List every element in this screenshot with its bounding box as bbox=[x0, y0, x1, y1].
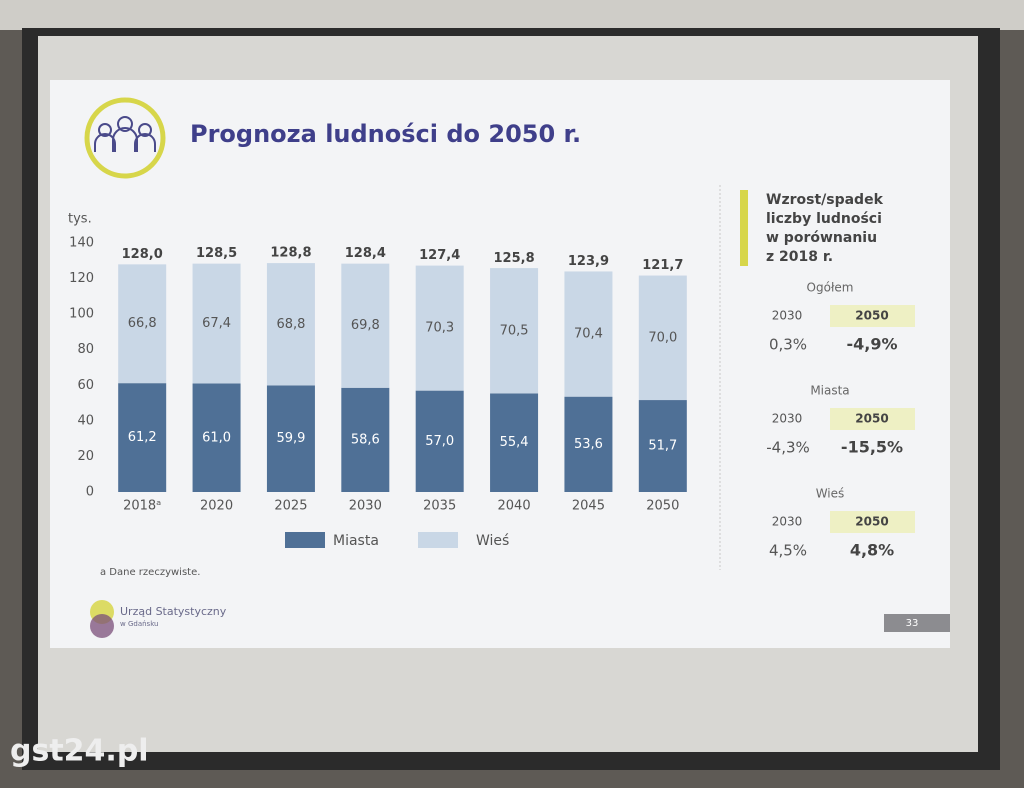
bar-segment bbox=[564, 271, 613, 397]
year: 2030 bbox=[772, 412, 803, 426]
total-label: 123,9 bbox=[568, 254, 609, 269]
x-tick-label: 2050 bbox=[646, 499, 679, 514]
total-label: 128,4 bbox=[345, 246, 386, 261]
bar-segment bbox=[341, 263, 390, 388]
value-label: 53,6 bbox=[574, 437, 603, 452]
value-label: 61,0 bbox=[202, 430, 231, 445]
year: 2030 bbox=[772, 515, 803, 529]
legend-swatch bbox=[285, 532, 325, 548]
bar-segment bbox=[490, 268, 539, 394]
legend-label: Wieś bbox=[476, 533, 509, 549]
year-highlight bbox=[830, 408, 915, 430]
value-label: 70,5 bbox=[500, 323, 529, 338]
panel-accent bbox=[740, 190, 748, 266]
total-label: 127,4 bbox=[419, 248, 460, 263]
year: 2050 bbox=[855, 412, 888, 426]
bar-segment bbox=[192, 263, 241, 384]
value-label: 55,4 bbox=[500, 435, 529, 450]
section-name: Miasta bbox=[810, 384, 849, 398]
value-label: 58,6 bbox=[351, 432, 380, 447]
value-label: 51,7 bbox=[648, 439, 677, 454]
value-label: 57,0 bbox=[425, 434, 454, 449]
ceiling bbox=[0, 0, 1024, 30]
x-tick-label: 2020 bbox=[200, 499, 233, 514]
value-label: 67,4 bbox=[202, 316, 231, 331]
x-tick-label: 2035 bbox=[423, 499, 456, 514]
logo-text: w Gdańsku bbox=[120, 620, 158, 628]
bar-segment bbox=[118, 383, 167, 492]
x-tick-label: 2025 bbox=[274, 499, 307, 514]
change-value: 0,3% bbox=[769, 336, 807, 354]
y-tick-label: 80 bbox=[77, 342, 94, 357]
change-value: 4,5% bbox=[769, 542, 807, 560]
bar-segment bbox=[118, 264, 167, 384]
year: 2030 bbox=[772, 309, 803, 323]
value-label: 59,9 bbox=[276, 431, 305, 446]
y-tick-label: 100 bbox=[69, 307, 94, 322]
bar-segment bbox=[266, 263, 315, 386]
x-tick-label: 2018ᵃ bbox=[123, 499, 161, 514]
change-value: 4,8% bbox=[850, 541, 894, 560]
legend-label: Miasta bbox=[333, 533, 379, 549]
value-label: 70,0 bbox=[648, 330, 677, 345]
section-name: Ogółem bbox=[807, 281, 854, 295]
title-icon bbox=[84, 97, 166, 179]
watermark: gst24.pl bbox=[10, 734, 149, 769]
page-number: 33 bbox=[906, 618, 919, 629]
chart-title: Prognoza ludności do 2050 r. bbox=[190, 120, 581, 148]
y-axis-label: tys. bbox=[68, 212, 92, 227]
y-tick-label: 60 bbox=[77, 378, 94, 393]
value-label: 68,8 bbox=[276, 317, 305, 332]
value-label: 69,8 bbox=[351, 318, 380, 333]
year-highlight bbox=[830, 305, 915, 327]
value-label: 66,8 bbox=[128, 316, 157, 331]
y-tick-label: 140 bbox=[69, 236, 94, 251]
page-tab bbox=[884, 614, 950, 632]
total-label: 128,0 bbox=[122, 247, 163, 262]
bar-segment bbox=[638, 400, 687, 492]
bar-segment bbox=[415, 390, 464, 492]
year-highlight bbox=[830, 511, 915, 533]
x-tick-label: 2040 bbox=[498, 499, 531, 514]
section-name: Wieś bbox=[816, 487, 845, 501]
bar-segment bbox=[415, 265, 464, 391]
bar-segment bbox=[638, 275, 687, 401]
total-label: 125,8 bbox=[494, 251, 535, 266]
year: 2050 bbox=[855, 309, 888, 323]
y-tick-label: 120 bbox=[69, 271, 94, 286]
total-label: 128,5 bbox=[196, 246, 237, 261]
change-value: -4,3% bbox=[766, 439, 810, 457]
panel-title: w porównaniu bbox=[766, 230, 877, 246]
value-label: 61,2 bbox=[128, 430, 157, 445]
panel-title: z 2018 r. bbox=[766, 249, 833, 265]
people-icon bbox=[94, 116, 156, 152]
bar-segment bbox=[564, 396, 613, 492]
x-tick-label: 2045 bbox=[572, 499, 605, 514]
year: 2050 bbox=[855, 515, 888, 529]
total-label: 128,8 bbox=[270, 245, 311, 260]
panel-title: Wzrost/spadek bbox=[766, 192, 884, 208]
logo bbox=[90, 614, 114, 638]
value-label: 70,4 bbox=[574, 327, 603, 342]
bar-segment bbox=[490, 393, 539, 492]
y-tick-label: 40 bbox=[77, 413, 94, 428]
change-value: -15,5% bbox=[841, 438, 903, 457]
value-label: 70,3 bbox=[425, 321, 454, 336]
total-label: 121,7 bbox=[642, 258, 683, 273]
x-tick-label: 2030 bbox=[349, 499, 382, 514]
footnote: a Dane rzeczywiste. bbox=[100, 567, 200, 578]
y-tick-label: 20 bbox=[77, 449, 94, 464]
logo-text: Urząd Statystyczny bbox=[120, 605, 227, 618]
bar-segment bbox=[192, 383, 241, 492]
change-value: -4,9% bbox=[846, 335, 897, 354]
bar-segment bbox=[266, 385, 315, 492]
y-tick-label: 0 bbox=[86, 485, 94, 500]
panel-title: liczby ludności bbox=[766, 211, 882, 227]
bar-segment bbox=[341, 387, 390, 492]
legend-swatch bbox=[418, 532, 458, 548]
